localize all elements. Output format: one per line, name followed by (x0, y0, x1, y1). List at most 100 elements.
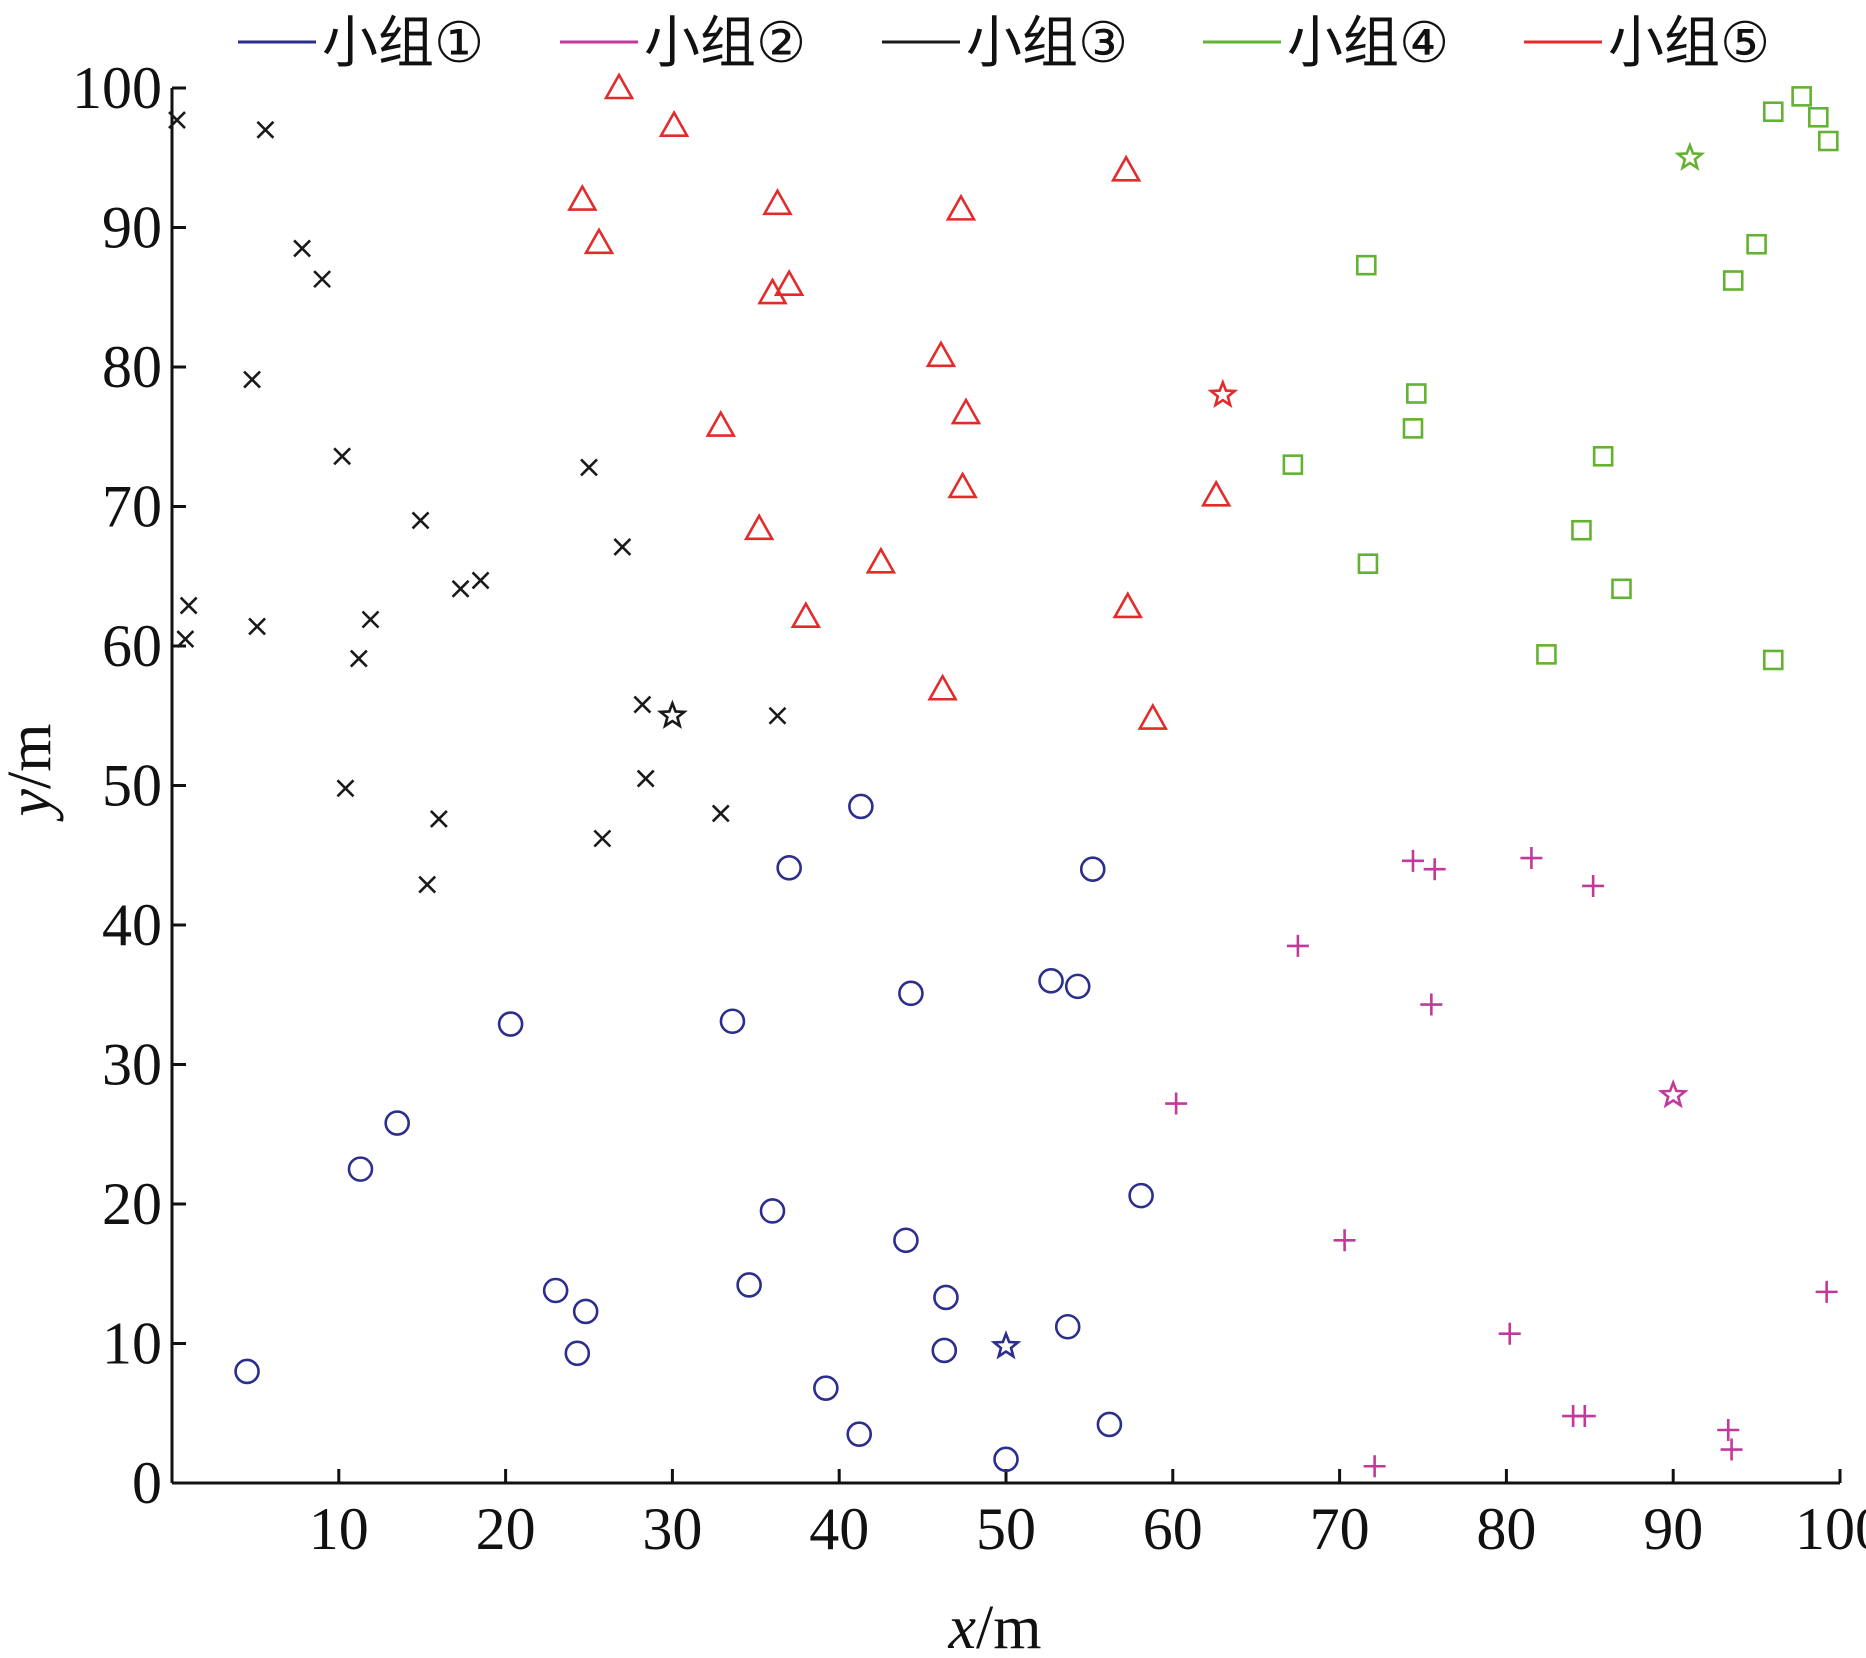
data-point (813, 1375, 839, 1401)
data-point-shape (945, 193, 977, 221)
data-point-shape (497, 1011, 524, 1037)
data-point (893, 1227, 919, 1254)
data-point (418, 875, 437, 894)
data-point (1762, 649, 1784, 671)
data-point (613, 538, 632, 556)
data-point-shape (759, 1198, 786, 1224)
data-point-shape (1355, 254, 1377, 276)
data-point (1791, 86, 1812, 107)
data-point-shape (947, 471, 978, 499)
data-point-shape (633, 695, 652, 714)
data-point (1282, 454, 1304, 475)
data-point-shape (846, 1421, 873, 1447)
legend-item: 小组③ (882, 11, 1128, 76)
data-point-shape (179, 596, 198, 615)
y-tick-label: 70 (102, 474, 162, 540)
data-point (636, 769, 655, 788)
data-point-shape (1112, 591, 1143, 619)
data-point (471, 571, 490, 590)
data-point-shape (333, 447, 352, 466)
data-point-shape (925, 340, 957, 368)
data-point (759, 1198, 786, 1224)
y-tick-label: 100 (72, 55, 162, 121)
data-point-shape (168, 111, 186, 130)
data-point (736, 1272, 762, 1298)
data-point (1498, 1322, 1521, 1345)
data-point (1420, 993, 1443, 1016)
data-point-shape (893, 1227, 919, 1254)
series-group-1 (234, 793, 1154, 1473)
cluster-center-star-shape (990, 1330, 1022, 1360)
data-point-shape (411, 511, 430, 530)
legend-item: 小组① (238, 11, 484, 76)
x-tick-label: 10 (309, 1496, 369, 1562)
data-point-shape (243, 370, 261, 389)
data-point-shape (1573, 1405, 1596, 1428)
data-point-shape (933, 1284, 959, 1311)
data-point-shape (1096, 1411, 1123, 1438)
y-tick-label: 10 (102, 1311, 162, 1377)
data-point (451, 579, 470, 598)
data-point (411, 511, 430, 530)
data-point (762, 188, 793, 216)
data-point-shape (593, 829, 612, 848)
data-point-shape (993, 1446, 1019, 1473)
data-point (347, 1156, 374, 1182)
data-point-shape (1420, 993, 1443, 1016)
data-point (1333, 1229, 1356, 1252)
series-group-4 (1282, 86, 1839, 671)
data-point-shape (1286, 934, 1309, 957)
data-point-shape (1762, 101, 1784, 123)
data-point (1536, 644, 1557, 665)
data-point-shape (471, 571, 490, 590)
data-point (931, 1337, 958, 1364)
data-point (743, 513, 775, 541)
data-point (243, 370, 261, 389)
data-point (497, 1011, 524, 1037)
data-point (1402, 418, 1424, 439)
data-point-shape (719, 1008, 746, 1035)
legend-label: 小组④ (1287, 11, 1449, 76)
data-point (848, 793, 874, 820)
data-point (564, 1340, 591, 1367)
data-point-shape (848, 793, 874, 820)
data-point-shape (361, 610, 380, 629)
series-group-3 (168, 111, 787, 894)
data-point (429, 810, 448, 828)
y-tick-label: 0 (132, 1450, 162, 1516)
data-point-shape (176, 630, 195, 648)
data-point-shape (1357, 553, 1379, 574)
data-point-shape (384, 1110, 410, 1136)
data-point-shape (613, 538, 632, 556)
legend-item: 小组⑤ (1524, 11, 1770, 76)
data-point (950, 397, 982, 425)
data-point-shape (1611, 578, 1632, 600)
data-point-shape (1720, 1438, 1743, 1461)
cluster-center-star (1674, 141, 1706, 171)
data-point-shape (762, 188, 793, 216)
data-point (790, 601, 822, 629)
data-point-shape (1498, 1322, 1521, 1345)
x-tick-label: 70 (1310, 1496, 1370, 1562)
data-point-shape (1536, 644, 1557, 665)
data-point-shape (1401, 849, 1424, 872)
data-point-shape (1520, 847, 1543, 870)
legend-label: 小组③ (966, 11, 1128, 76)
data-point-shape (1717, 1418, 1740, 1441)
data-point (248, 617, 266, 636)
data-point-shape (768, 706, 787, 725)
data-point (1038, 967, 1064, 994)
data-point-shape (1200, 479, 1232, 507)
y-tick-label: 30 (102, 1032, 162, 1098)
data-point-shape (1038, 967, 1064, 994)
data-point (1128, 1182, 1154, 1209)
data-point-shape (1815, 1280, 1838, 1303)
data-point (361, 610, 380, 629)
data-point (927, 673, 958, 701)
data-point-shape (336, 779, 355, 798)
data-point-shape (1054, 1313, 1081, 1340)
data-point (776, 855, 802, 881)
data-point (349, 649, 368, 668)
data-point (1357, 553, 1379, 574)
data-point (293, 239, 312, 258)
